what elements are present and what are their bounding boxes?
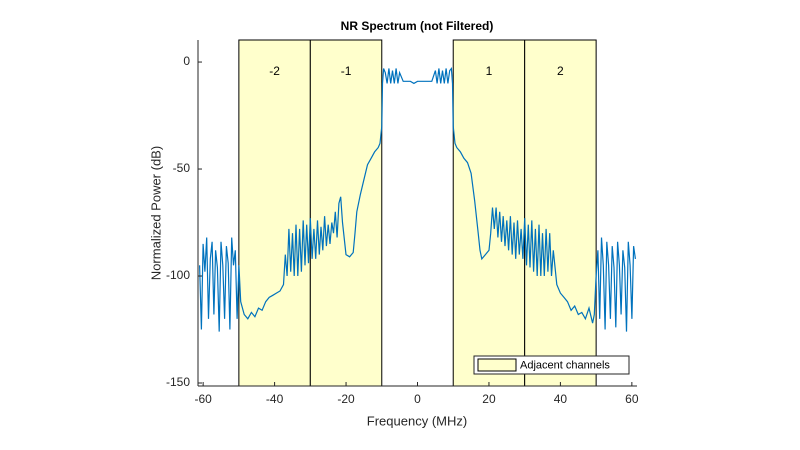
channel-label: 1	[486, 64, 493, 78]
channel-label: -2	[269, 64, 280, 78]
channel-region	[452, 39, 526, 387]
spectrum-line	[199, 66, 636, 332]
channel-label: -1	[341, 64, 352, 78]
y-tick-label: -100	[166, 268, 190, 282]
x-tick-label: 60	[625, 392, 639, 406]
legend-swatch	[477, 358, 517, 372]
y-tick-label: -150	[166, 375, 190, 389]
x-axis-label: Frequency (MHz)	[367, 413, 467, 428]
x-tick-label: 40	[554, 392, 568, 406]
channel-region	[238, 39, 311, 387]
channel-label: 2	[557, 64, 564, 78]
legend-label: Adjacent channels	[520, 359, 610, 371]
x-tick-label: 20	[482, 392, 496, 406]
x-tick-label: -60	[194, 392, 212, 406]
x-tick-label: -20	[337, 392, 355, 406]
x-tick-label: -40	[266, 392, 284, 406]
y-tick-label: -50	[173, 161, 191, 175]
channel-region	[524, 39, 597, 387]
channel-region	[309, 39, 383, 387]
y-tick-label: 0	[183, 54, 190, 68]
x-tick-label: 0	[414, 392, 421, 406]
y-axis-label: Normalized Power (dB)	[148, 146, 163, 280]
chart-title: NR Spectrum (not Filtered)	[341, 19, 494, 33]
